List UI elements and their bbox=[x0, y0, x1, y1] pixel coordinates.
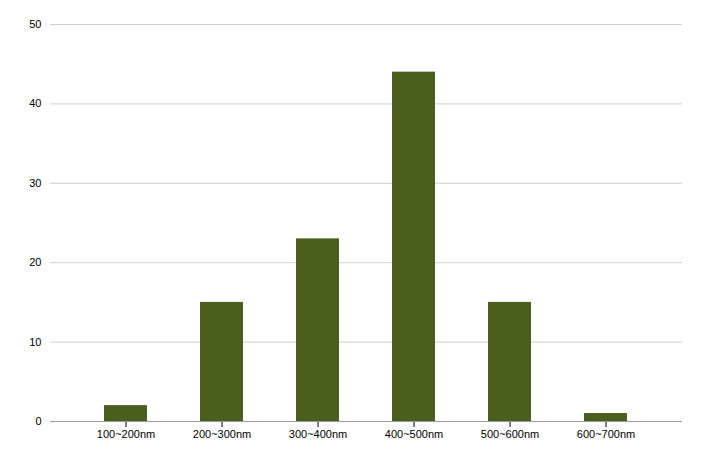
svg-text:500~600nm: 500~600nm bbox=[481, 428, 539, 440]
svg-text:40: 40 bbox=[29, 97, 41, 109]
svg-text:30: 30 bbox=[29, 177, 41, 189]
svg-text:300~400nm: 300~400nm bbox=[289, 428, 347, 440]
svg-text:0: 0 bbox=[35, 415, 41, 427]
svg-text:20: 20 bbox=[29, 256, 41, 268]
svg-text:200~300nm: 200~300nm bbox=[193, 428, 251, 440]
svg-text:100~200nm: 100~200nm bbox=[97, 428, 155, 440]
svg-text:50: 50 bbox=[29, 18, 41, 30]
svg-text:600~700nm: 600~700nm bbox=[577, 428, 635, 440]
svg-text:10: 10 bbox=[29, 336, 41, 348]
svg-text:400~500nm: 400~500nm bbox=[385, 428, 443, 440]
